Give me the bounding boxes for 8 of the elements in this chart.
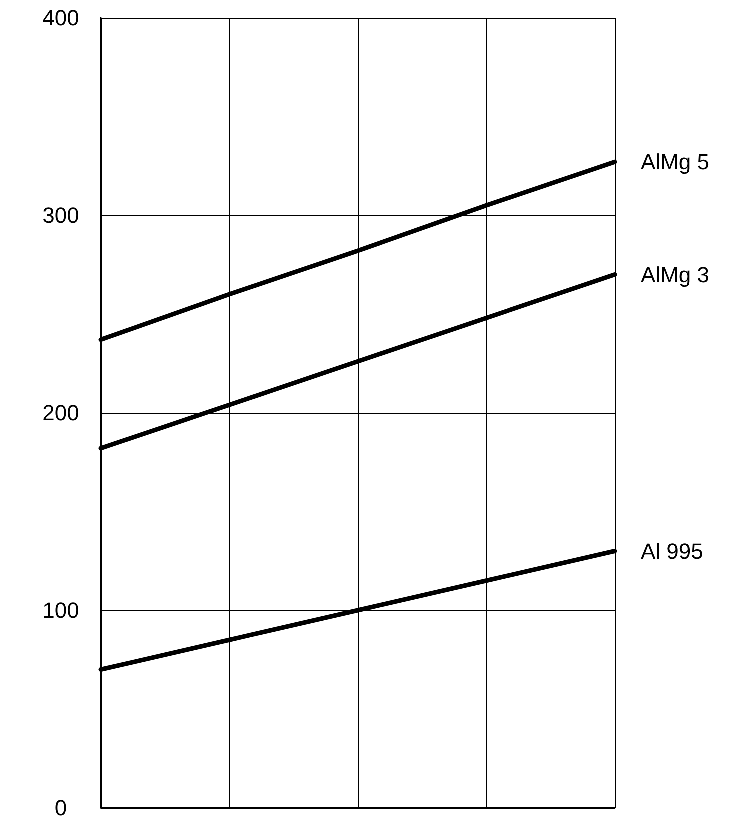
y-tick-label: 400 — [42, 6, 80, 30]
y-tick-label: 300 — [42, 203, 80, 228]
y-tick-label: 200 — [42, 400, 80, 426]
series-label: AlMg 5 — [641, 150, 710, 175]
series-label: AlMg 3 — [641, 262, 710, 288]
y-tick-label: 100 — [42, 598, 80, 623]
series-label: Al 995 — [641, 538, 704, 564]
y-tick-label: 0 — [54, 796, 68, 819]
